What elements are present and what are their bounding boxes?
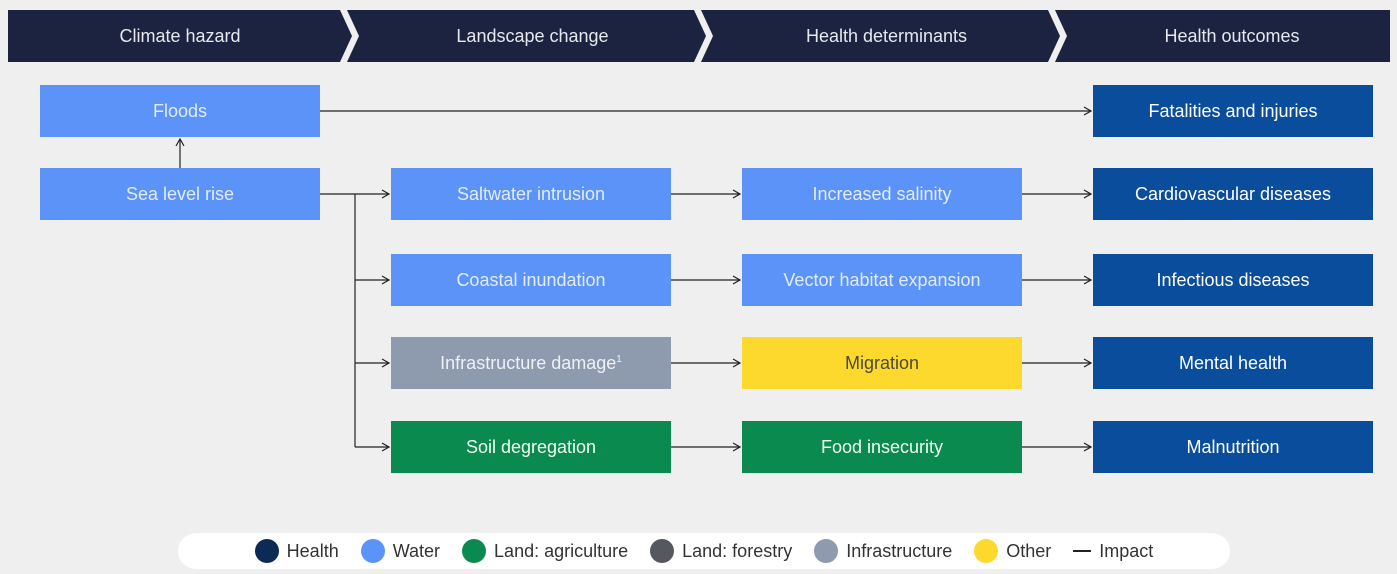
node: Food insecurity (742, 421, 1022, 473)
node: Coastal inundation (391, 254, 671, 306)
node-label: Infrastructure damage (440, 353, 617, 373)
node: Infectious diseases (1093, 254, 1373, 306)
node: Migration (742, 337, 1022, 389)
stage: Health determinants (805, 26, 968, 46)
legend: Health Water Land: agriculture Land: for… (178, 533, 1230, 569)
arrows (175, 106, 1093, 452)
legend-item: Other (974, 539, 1051, 563)
node: Vector habitat expansion (742, 254, 1022, 306)
legend-item: Health (254, 539, 339, 563)
legend-item: Water (360, 539, 441, 563)
stage: Health outcomes (1164, 26, 1300, 46)
node: Soil degregation (391, 421, 671, 473)
legend-label: Water (392, 540, 441, 561)
legend-label: Other (1006, 540, 1052, 561)
node: Infrastructure damage1 (391, 337, 671, 389)
node: Floods (40, 85, 320, 137)
node: Mental health (1093, 337, 1373, 389)
legend-item: Land: forestry (650, 539, 792, 563)
stage: Climate hazard (119, 26, 241, 46)
stage-band (701, 10, 1060, 62)
legend-label: Infrastructure (846, 540, 953, 561)
legend-label: Impact (1099, 540, 1154, 561)
legend-label: Land: forestry (682, 540, 793, 561)
legend-item: Impact (1073, 541, 1153, 562)
legend-item: Infrastructure (814, 539, 952, 563)
legend-label: Land: agriculture (494, 540, 629, 561)
stage-band (8, 10, 352, 62)
node: Cardiovascular diseases (1093, 168, 1373, 220)
legend-label: Health (286, 540, 339, 561)
stage-band (347, 10, 706, 62)
legend-item: Land: agriculture (462, 539, 628, 563)
footnote: 1 (616, 354, 622, 365)
node: Sea level rise (40, 168, 320, 220)
node: Fatalities and injuries (1093, 85, 1373, 137)
node: Malnutrition (1093, 421, 1373, 473)
stage-band (1055, 10, 1390, 62)
node: Saltwater intrusion (391, 168, 671, 220)
node: Increased salinity (742, 168, 1022, 220)
stage: Landscape change (456, 26, 609, 46)
